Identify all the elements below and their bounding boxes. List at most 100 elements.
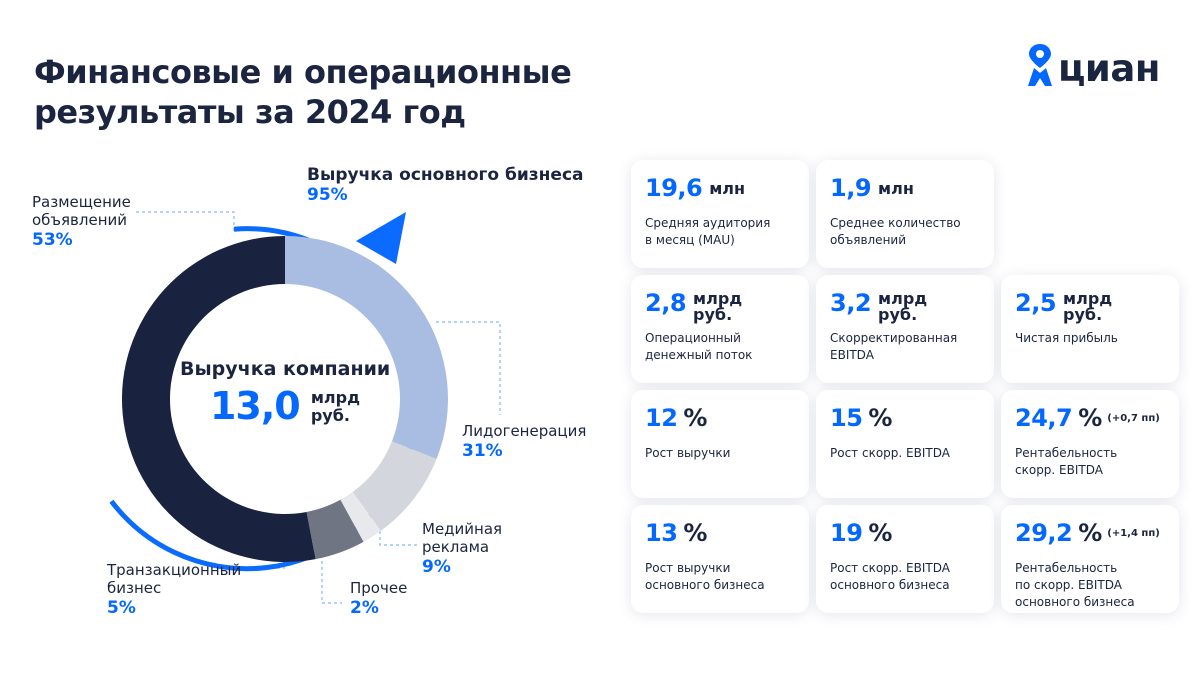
- metric-card-adj-ebitda: 3,2 млрд руб. Скорректированная EBITDA: [816, 275, 994, 383]
- connector-media: [379, 525, 418, 546]
- label-other: Прочее 2%: [350, 579, 407, 617]
- label-media-line-2: реклама: [422, 538, 490, 556]
- metric-card-core-revenue-growth: 13% Рост выручки основного бизнеса: [631, 505, 809, 613]
- label-core-business: Выручка основного бизнеса 95%: [307, 166, 584, 204]
- connector-classifieds: [136, 211, 235, 232]
- metric-value: 29,2: [1015, 519, 1073, 547]
- core-business-pointer: [356, 212, 406, 264]
- metric-value: 2,8: [645, 289, 687, 317]
- label-core-business-title: Выручка основного бизнеса: [307, 165, 584, 185]
- metric-desc-2: денежный поток: [645, 348, 753, 362]
- metric-card-net-profit: 2,5 млрд руб. Чистая прибыль: [1001, 275, 1179, 383]
- label-core-business-pct: 95%: [307, 185, 348, 205]
- metric-value: 1,9: [830, 174, 872, 202]
- label-transaction-line-2: бизнес: [107, 579, 162, 597]
- metric-unit-line-1: млрд: [1063, 289, 1113, 308]
- metric-percent-sign: %: [1078, 404, 1103, 432]
- metric-card-ebitda-growth: 15% Рост скорр. EBITDA: [816, 390, 994, 498]
- donut-center-unit-line-2: руб.: [310, 406, 350, 425]
- metric-unit: млрд руб.: [878, 291, 927, 323]
- label-media-line-1: Медийная: [422, 520, 503, 538]
- metric-desc-2: в месяц (MAU): [645, 233, 735, 247]
- page-title-line-2: результаты за 2024 год: [34, 93, 466, 131]
- metric-desc-1: Рентабельность: [1015, 446, 1118, 460]
- metric-unit-line-2: руб.: [1063, 305, 1103, 324]
- connector-other: [321, 543, 342, 604]
- metric-card-core-ebitda-growth: 19% Рост скорр. EBITDA основного бизнеса: [816, 505, 994, 613]
- metric-desc-2: EBITDA: [830, 348, 874, 362]
- donut-slice-4: [121, 236, 316, 563]
- metric-desc-1: Чистая прибыль: [1015, 331, 1118, 345]
- metric-desc-2: основного бизнеса: [645, 578, 765, 592]
- donut-slice-3: [306, 499, 364, 560]
- donut-slice-1: [352, 441, 437, 531]
- label-leadgen-pct: 31%: [462, 441, 503, 461]
- label-media: Медийная реклама 9%: [422, 520, 502, 576]
- metric-unit-line-2: руб.: [693, 305, 733, 324]
- metric-percent-sign: %: [1078, 519, 1103, 547]
- donut-center: Выручка компании 13,0 млрд руб.: [180, 358, 390, 428]
- metric-value: 12: [645, 404, 678, 432]
- metric-unit: млн: [709, 179, 746, 198]
- connector-leadgen: [436, 321, 501, 415]
- metric-card-revenue-growth: 12% Рост выручки: [631, 390, 809, 498]
- metric-desc-1: Рост скорр. EBITDA: [830, 561, 950, 575]
- metric-card-ebitda-margin: 24,7% (+0,7 пп) Рентабельность скорр. EBI…: [1001, 390, 1179, 498]
- metric-percent-sign: %: [868, 519, 893, 547]
- metric-value: 2,5: [1015, 289, 1057, 317]
- metric-unit-line-1: млрд: [878, 289, 928, 308]
- metric-desc-3: основного бизнеса: [1015, 595, 1135, 609]
- metric-desc-1: Рост скорр. EBITDA: [830, 446, 950, 460]
- donut-center-value: 13,0: [209, 384, 301, 428]
- logo-text: циан: [1058, 47, 1160, 90]
- donut-center-title: Выручка компании: [180, 358, 391, 380]
- metric-value: 19: [830, 519, 863, 547]
- metric-value: 15: [830, 404, 863, 432]
- label-transaction: Транзакционный бизнес 5%: [107, 561, 241, 617]
- metric-desc-2: скорр. EBITDA: [1015, 463, 1103, 477]
- page-title-line-1: Финансовые и операционные: [34, 53, 572, 91]
- page-title: Финансовые и операционные результаты за …: [34, 52, 572, 132]
- label-transaction-pct: 5%: [107, 598, 136, 618]
- metric-desc-1: Средняя аудитория: [645, 216, 771, 230]
- metric-desc-1: Среднее количество: [830, 216, 961, 230]
- donut-slice-0: [285, 236, 448, 459]
- metric-unit: млрд руб.: [693, 291, 742, 323]
- donut-center-unit-line-1: млрд: [310, 388, 361, 407]
- metric-unit-line-1: млрд: [693, 289, 743, 308]
- metric-percent-sign: %: [683, 519, 708, 547]
- donut-slice-2: [340, 492, 381, 542]
- metric-value: 19,6: [645, 174, 703, 202]
- metric-value: 3,2: [830, 289, 872, 317]
- metric-desc-1: Скорректированная: [830, 331, 958, 345]
- metric-card-mau: 19,6 млн Средняя аудитория в месяц (MAU): [631, 160, 809, 268]
- metric-card-listings: 1,9 млн Среднее количество объявлений: [816, 160, 994, 268]
- metric-percent-sign: %: [868, 404, 893, 432]
- metric-percent-sign: %: [683, 404, 708, 432]
- metric-unit: млн: [878, 179, 914, 198]
- metric-card-ocf: 2,8 млрд руб. Операционный денежный поток: [631, 275, 809, 383]
- label-leadgen: Лидогенерация 31%: [462, 422, 586, 460]
- donut-slices: [121, 236, 448, 563]
- label-classifieds: Размещение объявлений 53%: [32, 193, 131, 249]
- metric-value: 13: [645, 519, 678, 547]
- label-other-line-1: Прочее: [350, 579, 408, 597]
- metric-unit: млрд руб.: [1063, 291, 1112, 323]
- label-media-pct: 9%: [422, 557, 451, 577]
- donut-center-unit: млрд руб.: [311, 389, 360, 425]
- cian-logo-icon: [1028, 44, 1052, 86]
- metric-card-core-ebitda-margin: 29,2% (+1,4 пп) Рентабельность по скорр. …: [1001, 505, 1179, 613]
- metric-desc-2: основного бизнеса: [830, 578, 950, 592]
- label-classifieds-line-1: Размещение: [32, 193, 131, 211]
- metric-change: (+0,7 пп): [1107, 413, 1160, 424]
- label-classifieds-pct: 53%: [32, 230, 73, 250]
- metric-desc-1: Рост выручки: [645, 446, 731, 460]
- metric-value: 24,7: [1015, 404, 1073, 432]
- revenue-donut-chart: [109, 211, 501, 604]
- metric-desc-1: Рентабельность: [1015, 561, 1118, 575]
- metric-desc-2: объявлений: [830, 233, 907, 247]
- label-transaction-line-1: Транзакционный: [107, 561, 242, 579]
- metric-desc-1: Рост выручки: [645, 561, 731, 575]
- metric-desc-1: Операционный: [645, 331, 741, 345]
- label-classifieds-line-2: объявлений: [32, 211, 128, 229]
